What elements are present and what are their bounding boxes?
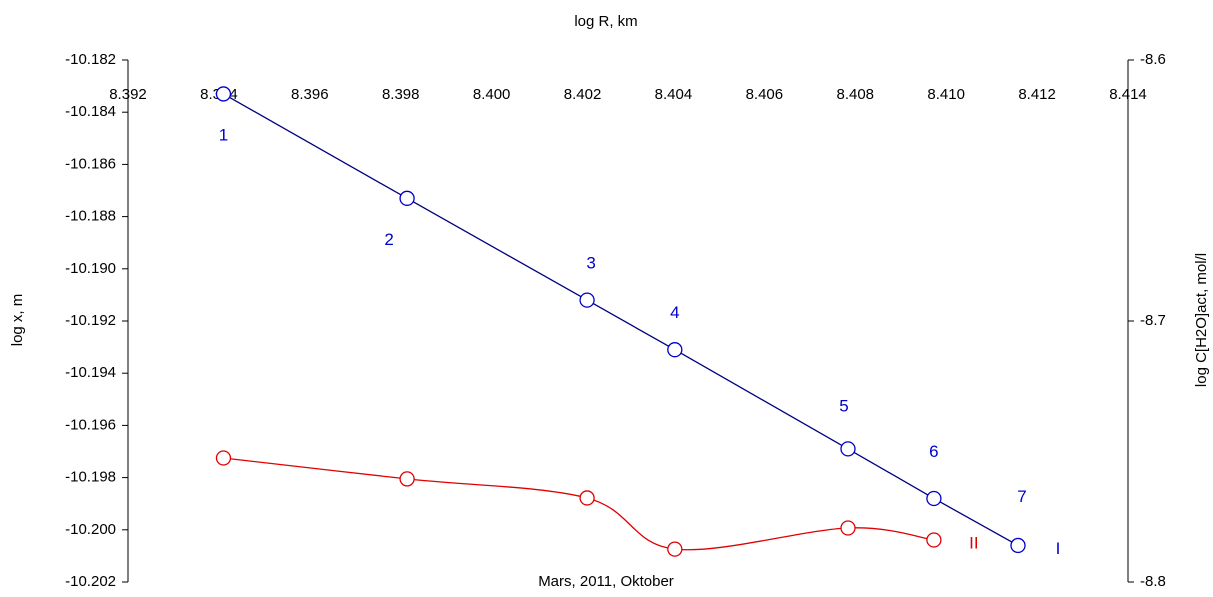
- x-tick-label: 8.406: [746, 86, 784, 103]
- y-tick-label: -10.190: [65, 260, 116, 277]
- x-tick-label: 8.412: [1018, 86, 1056, 103]
- y-tick-label: -10.188: [65, 208, 116, 225]
- data-point: [399, 190, 415, 206]
- x-tick-label: 8.408: [836, 86, 874, 103]
- point-label: 7: [1017, 487, 1026, 506]
- y-axis-title: log x, m: [9, 294, 26, 347]
- point-label: 6: [929, 442, 938, 461]
- point-label: 1: [219, 125, 228, 144]
- point-label: 4: [670, 303, 679, 322]
- data-point: [667, 342, 683, 358]
- data-point: [579, 292, 595, 308]
- y2-axis-title: log C[H2O]act, mol/l: [1193, 253, 1210, 387]
- x-tick-label: 8.398: [382, 86, 420, 103]
- data-point: [399, 471, 415, 487]
- series-line: [223, 457, 934, 551]
- y-tick-label: -10.182: [65, 51, 116, 68]
- x-tick-label: 8.410: [927, 86, 965, 103]
- point-label: 3: [586, 254, 595, 273]
- data-point: [215, 450, 232, 466]
- y-tick-label: -10.186: [65, 155, 116, 172]
- series-label: II: [969, 533, 978, 552]
- data-point: [926, 490, 942, 507]
- series-label: I: [1056, 539, 1061, 558]
- x-tick-label: 8.400: [473, 86, 511, 103]
- data-point: [215, 86, 232, 102]
- data-point: [840, 520, 856, 536]
- y-tick-label: -10.196: [65, 416, 116, 433]
- y2-tick-label: -8.8: [1140, 573, 1166, 590]
- point-label: 5: [839, 396, 848, 415]
- chart-title: log R, km: [574, 13, 637, 30]
- x-tick-label: 8.402: [564, 86, 602, 103]
- data-point: [667, 541, 683, 557]
- y2-tick-label: -8.7: [1140, 312, 1166, 329]
- y-tick-label: -10.192: [65, 312, 116, 329]
- y-tick-label: -10.184: [65, 103, 116, 120]
- point-label: 2: [384, 230, 393, 249]
- data-point: [579, 490, 595, 506]
- data-point: [840, 441, 856, 457]
- data-point: [1010, 537, 1026, 554]
- y2-tick-label: -8.6: [1140, 51, 1166, 68]
- y-tick-label: -10.202: [65, 573, 116, 590]
- x-tick-label: 8.414: [1109, 86, 1147, 103]
- data-point: [926, 532, 942, 548]
- chart-subtitle: Mars, 2011, Oktober: [538, 573, 674, 590]
- x-tick-label: 8.404: [655, 86, 693, 103]
- x-tick-label: 8.396: [291, 86, 329, 103]
- series-line: [223, 93, 1019, 547]
- y-tick-label: -10.200: [65, 521, 116, 538]
- x-tick-label: 8.392: [109, 86, 147, 103]
- y-tick-label: -10.194: [65, 364, 116, 381]
- y-tick-label: -10.198: [65, 469, 116, 486]
